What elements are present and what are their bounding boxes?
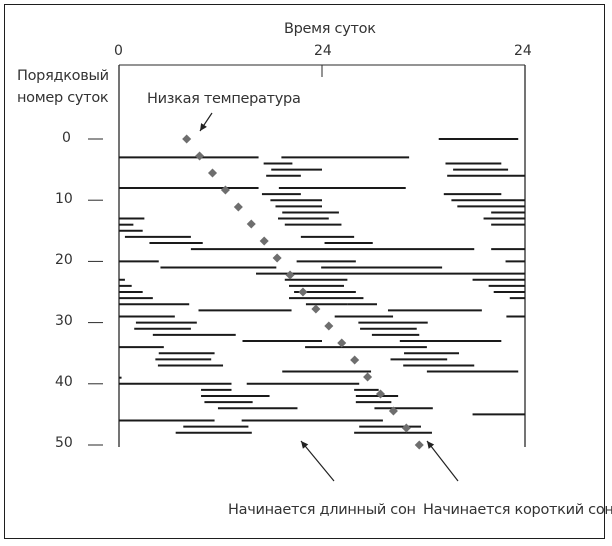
- x-tick-0: 0: [114, 43, 123, 59]
- annotation-short-sleep: Начинается короткий сон: [423, 502, 612, 518]
- y-axis-title-line1: Порядковый: [17, 68, 109, 84]
- y-tick-0: 0: [62, 130, 71, 146]
- temperature-dot: [195, 151, 205, 161]
- low-temp-arrow-head: [200, 123, 207, 131]
- temperature-dot: [233, 202, 243, 212]
- figure-frame: [4, 4, 605, 539]
- temperature-dot: [259, 236, 269, 246]
- y-tick-10: 10: [55, 191, 73, 207]
- temperature-dot: [414, 440, 424, 450]
- annotation-arrows: [199, 112, 459, 482]
- y-tick-20: 20: [55, 252, 73, 268]
- plot-axes: [88, 64, 526, 447]
- temperature-dot: [298, 287, 308, 297]
- temperature-dot: [363, 372, 373, 382]
- y-tick-30: 30: [55, 313, 73, 329]
- temperature-dot: [324, 321, 334, 331]
- temperature-dot: [401, 423, 411, 433]
- annotation-low-temperature: Низкая температура: [147, 91, 301, 107]
- sleep-bars: [119, 138, 525, 434]
- temperature-dot: [311, 304, 321, 314]
- temperature-dot: [182, 134, 192, 144]
- temperature-dot: [285, 270, 295, 280]
- y-tick-40: 40: [55, 374, 73, 390]
- temperature-dot: [350, 355, 360, 365]
- x-tick-24-second: 24: [514, 43, 532, 59]
- temperature-dot: [246, 219, 256, 229]
- temperature-dot: [220, 185, 230, 195]
- long-sleep-arrow: [300, 440, 335, 482]
- long-sleep-arrow-head: [301, 441, 309, 449]
- temperature-dot: [207, 168, 218, 178]
- x-axis-title: Время суток: [284, 21, 376, 37]
- temperature-dot: [272, 253, 282, 263]
- short-sleep-arrow-head: [427, 441, 435, 449]
- short-sleep-arrow: [426, 440, 459, 482]
- y-tick-50: 50: [55, 435, 73, 451]
- x-tick-24-first: 24: [314, 43, 332, 59]
- annotation-long-sleep: Начинается длинный сон: [228, 502, 416, 518]
- y-axis-title-line2: номер суток: [17, 90, 109, 106]
